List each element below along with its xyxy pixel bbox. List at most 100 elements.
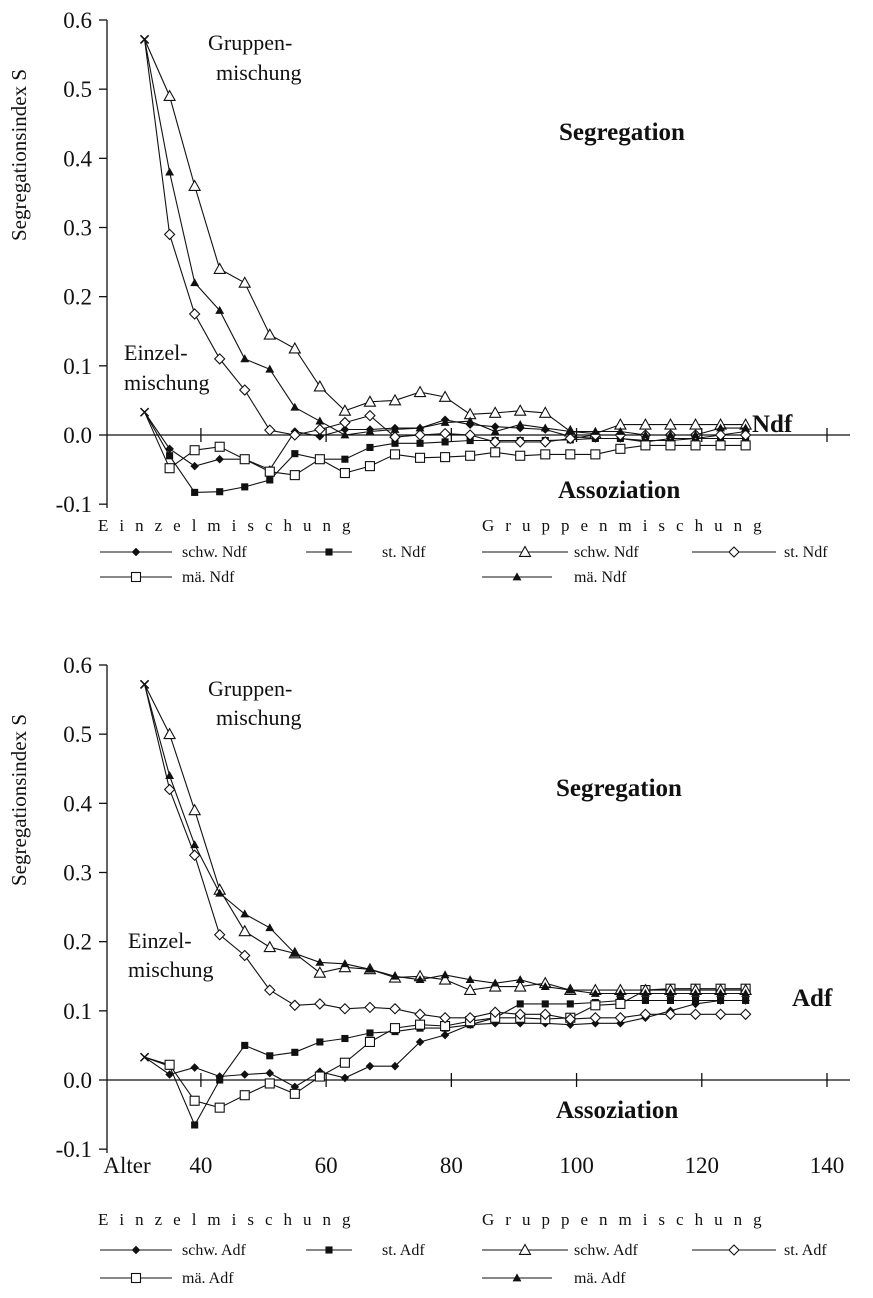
data-point [316,1038,324,1046]
x-tick-label: 120 [685,1153,720,1178]
data-point [691,430,700,439]
data-point [340,959,350,968]
y-tick-label: 0.4 [63,791,92,816]
data-point [741,988,751,997]
data-point [640,440,651,451]
data-point [341,1034,349,1043]
data-point [140,407,150,417]
data-point [615,443,626,454]
data-point [241,1041,249,1049]
annotation-mischung: mischung [128,957,214,982]
data-point [691,996,700,1005]
data-point [213,262,227,274]
data-point [489,1006,501,1018]
data-point [265,1068,275,1078]
data-point [339,467,350,479]
data-point [263,328,277,340]
data-point [664,1008,677,1021]
legend-marker [512,572,522,581]
data-point [666,988,675,997]
data-point [264,424,276,436]
legend-label: mä. Ndf [574,569,627,586]
data-point [390,424,400,433]
data-point [339,1057,350,1068]
annotation-assoziation: Assoziation [556,1097,678,1124]
data-point [238,276,252,288]
data-point [140,679,150,689]
data-point [413,385,427,398]
data-point [165,1070,174,1079]
annotation-mischung: mischung [216,705,302,730]
data-point [239,454,250,465]
data-point [513,404,527,416]
data-point [240,354,250,363]
data-point [364,1001,376,1014]
series-line [144,39,746,436]
data-point [314,1071,325,1082]
y-tick-label: 0.3 [63,216,92,241]
data-point [463,983,477,996]
data-point [238,384,251,396]
legend-item: mä. Ndf [100,569,235,586]
data-point [439,1011,451,1024]
panel-ndf: 0.6 0.5 0.4 0.3 0.2 0.1 0.0 -0.1 Segregationsind… [7,8,850,586]
data-point [739,1008,752,1021]
data-point [216,1076,224,1084]
legend-label: mä. Ndf [182,569,235,586]
data-point [716,988,725,997]
data-point [488,406,502,418]
data-point [438,973,452,985]
legend-label: st. Adf [784,1242,827,1259]
legend-item: schw. Adf [100,1242,247,1259]
data-point [313,379,327,392]
x-axis-label: Alter [103,1153,151,1178]
data-point [389,431,401,443]
data-point [390,1061,400,1071]
data-point [339,416,351,429]
data-point [539,1008,552,1021]
data-point [639,1008,652,1021]
annotation-gruppen: Gruppen- [208,676,292,701]
data-point [415,423,425,432]
data-point [314,998,326,1010]
legend-item: mä. Adf [482,1270,626,1287]
data-point [163,89,177,102]
data-point [565,449,576,460]
legend-marker [512,1273,522,1282]
data-point [215,454,224,464]
panel-label: Adf [792,985,833,1012]
data-point [365,426,375,435]
series-line [144,988,746,1109]
data-point [214,1102,225,1113]
annotation-segregation: Segregation [559,119,685,146]
data-point [615,988,625,997]
data-point [741,423,751,432]
data-point [717,996,725,1005]
y-tick-label: 0.1 [63,999,92,1024]
data-point [566,1000,574,1008]
data-point [188,849,201,861]
annotation-segregation: Segregation [556,775,682,802]
data-point [689,417,702,430]
x-tick-label: 40 [189,1153,212,1178]
data-point [465,416,475,425]
data-point [291,1048,299,1056]
y-tick-label: -0.1 [56,1137,92,1162]
data-point [266,476,274,484]
data-point [539,436,552,448]
data-point [288,341,302,354]
data-point [315,432,325,441]
data-point [641,996,649,1005]
data-point [565,426,575,435]
x-tick-label: 100 [559,1153,594,1178]
legend-marker [325,548,333,556]
data-point [315,957,325,966]
data-point [165,771,175,780]
legend-marker [325,1246,333,1254]
series-4 [140,34,753,439]
legend-item: schw. Ndf [482,544,639,561]
data-point [163,228,176,241]
data-point [414,429,426,441]
data-point [490,447,501,458]
x-tick-label: 80 [440,1153,463,1178]
